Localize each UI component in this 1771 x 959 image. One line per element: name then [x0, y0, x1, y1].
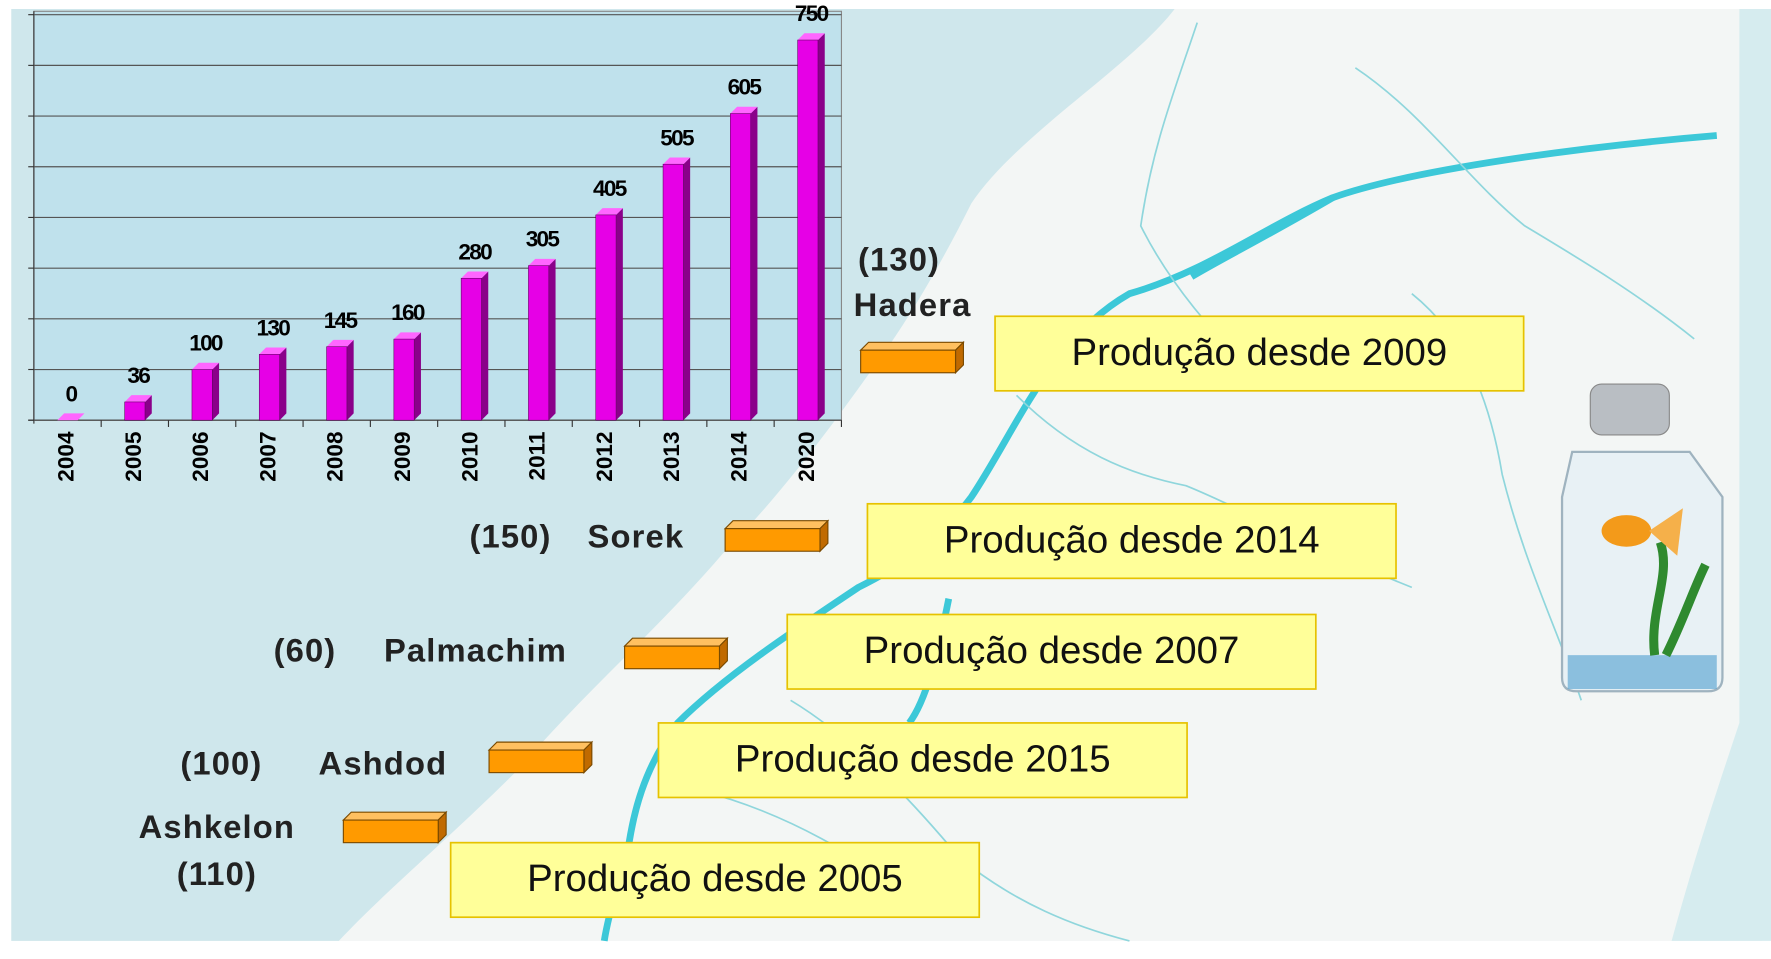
production-box: [786, 613, 1317, 690]
x-tick-label: 2012: [592, 431, 617, 481]
value-label: 750: [795, 1, 829, 26]
plant-capacity: (100): [180, 744, 262, 781]
x-tick-label: 2013: [659, 431, 684, 481]
plant-capacity: (130): [858, 241, 940, 278]
plant-bar: [624, 645, 721, 670]
bar: [730, 113, 751, 421]
plant-bar: [860, 349, 957, 374]
value-label: 505: [660, 125, 694, 150]
value-label: 280: [458, 239, 492, 264]
value-label: 405: [593, 176, 627, 201]
x-tick-label: 2014: [726, 431, 751, 482]
bar-side: [144, 395, 152, 421]
plant-bar: [724, 528, 821, 552]
x-tick-label: 2011: [525, 431, 550, 480]
bar-top: [57, 413, 85, 421]
bar-top: [259, 347, 287, 355]
bar-top: [393, 332, 421, 340]
plant-name: Ashkelon: [139, 808, 295, 845]
bar-top: [730, 106, 758, 114]
plant-name: Hadera: [854, 286, 972, 323]
bar: [662, 163, 684, 421]
x-tick-label: 2010: [457, 431, 482, 481]
bar-side: [212, 362, 220, 421]
value-label: 160: [391, 300, 425, 325]
value-label: 36: [127, 363, 150, 388]
production-label: Produção desde 2007: [864, 629, 1240, 672]
value-label: 605: [728, 75, 762, 100]
bar: [797, 39, 819, 421]
bar: [460, 277, 482, 421]
bar-side: [481, 271, 489, 421]
x-tick-label: 2009: [390, 431, 415, 481]
x-tick-label: 2005: [121, 431, 146, 481]
value-label: 305: [526, 227, 560, 252]
bar: [595, 214, 617, 421]
plant-capacity: (150): [469, 517, 551, 554]
x-tick-label: 2007: [255, 431, 280, 481]
production-label: Produção desde 2014: [944, 518, 1320, 561]
bar: [258, 354, 280, 421]
x-tick-label: 2006: [188, 431, 213, 481]
production-box: [449, 841, 981, 919]
bar: [124, 401, 146, 421]
plant-name: Ashdod: [319, 744, 448, 781]
bar-top: [326, 339, 354, 347]
production-box: [866, 502, 1397, 580]
bar-side: [616, 208, 623, 421]
plant-capacity: (110): [177, 855, 257, 892]
production-label: Produção desde 2005: [527, 857, 903, 900]
bar-side: [817, 33, 825, 421]
plant-capacity: (60): [274, 632, 337, 669]
bar-side: [279, 347, 287, 421]
bar: [393, 338, 415, 421]
bar: [326, 346, 348, 421]
bar-side: [346, 339, 354, 421]
plant-name: Sorek: [588, 517, 685, 554]
bar-top: [663, 157, 691, 165]
x-tick-label: 2008: [323, 431, 348, 481]
plant-bar-top: [859, 341, 965, 351]
plant-bar-top: [487, 741, 594, 751]
production-label: Produção desde 2009: [1072, 331, 1448, 374]
x-tick-label: 2020: [794, 431, 819, 481]
plot-area: [33, 10, 843, 421]
production-box: [657, 722, 1188, 799]
bar-top: [461, 271, 489, 279]
bar-side: [683, 157, 691, 421]
production-box: [994, 315, 1525, 392]
value-label: 130: [257, 315, 291, 340]
bar: [191, 369, 213, 421]
bar-top: [595, 208, 623, 215]
value-label: 0: [65, 381, 77, 406]
plant-bar: [488, 749, 585, 774]
bar-top: [124, 395, 152, 402]
plant-name: Palmachim: [384, 632, 567, 669]
value-label: 100: [189, 331, 223, 356]
bar-top: [191, 362, 220, 370]
x-tick-label: 2004: [54, 431, 79, 482]
bar-side: [414, 332, 421, 421]
plant-bar-top: [341, 811, 448, 821]
salt-shaker: [1560, 383, 1724, 693]
plant-bar: [342, 819, 439, 844]
bar-top: [528, 258, 556, 266]
plant-bar-top: [723, 520, 830, 530]
bar: [528, 265, 550, 421]
bar-side: [548, 258, 556, 421]
bar-top: [797, 33, 825, 41]
production-label: Produção desde 2015: [735, 737, 1111, 780]
value-label: 145: [324, 308, 358, 333]
bar-side: [750, 106, 758, 421]
sea-east: [1671, 9, 1771, 941]
plant-bar-top: [623, 637, 729, 647]
